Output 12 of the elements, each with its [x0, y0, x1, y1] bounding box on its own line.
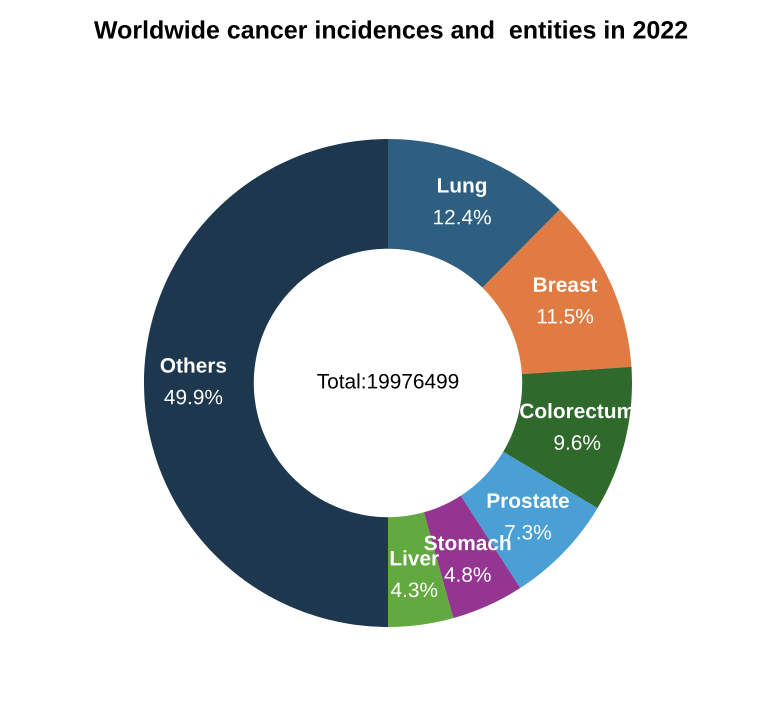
data-label: 4.3%: [390, 582, 438, 598]
slice-label: Lung: [438, 178, 486, 197]
data-label: 12.4%: [434, 210, 491, 224]
slice-label: Others: [160, 357, 226, 373]
slice-label: Breast: [534, 277, 598, 292]
text: Total:19976499: [317, 373, 458, 389]
data-label: 11.5%: [538, 308, 594, 324]
slice-label: Prostate: [488, 493, 569, 508]
data-label: 4.8%: [444, 567, 491, 582]
data-label: 49.9%: [164, 390, 222, 404]
data-label: 9.6%: [554, 435, 600, 450]
chart-title: Worldwide cancer incidences and entities in 2022: [94, 20, 688, 39]
